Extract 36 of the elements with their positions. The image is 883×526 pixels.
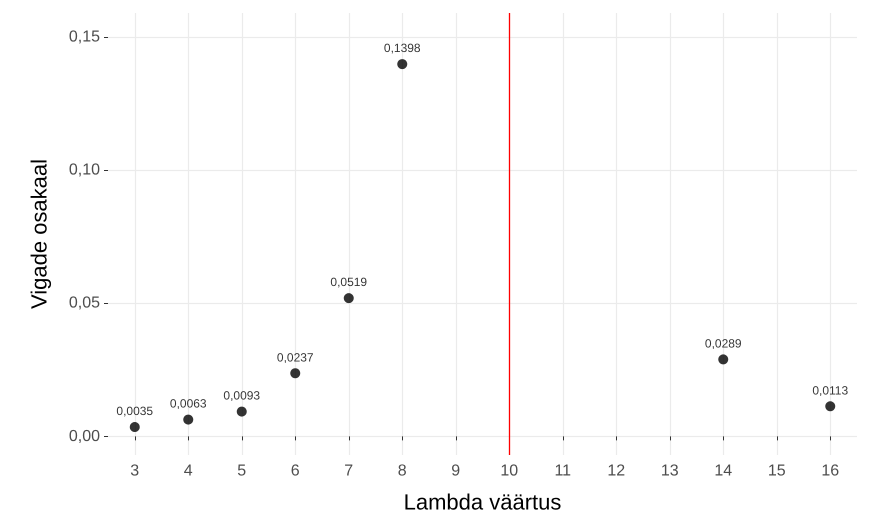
y-axis-title: Vigade osakaal bbox=[26, 158, 52, 310]
x-tick-label: 8 bbox=[398, 462, 407, 480]
point bbox=[236, 406, 247, 417]
x-tick-label: 9 bbox=[451, 462, 460, 480]
point bbox=[718, 354, 728, 364]
x-tick-label: 6 bbox=[290, 462, 300, 480]
point bbox=[290, 368, 300, 378]
data-label: 0,0519 bbox=[330, 275, 368, 290]
x-axis-title: Lambda väärtus bbox=[404, 490, 562, 514]
y-tick-label: 0,05 bbox=[68, 294, 100, 312]
x-tick-label: 3 bbox=[130, 462, 140, 480]
x-tick-label: 7 bbox=[344, 462, 354, 480]
point bbox=[825, 401, 836, 412]
data-label: 0,0237 bbox=[276, 350, 314, 364]
x-tick-label: 14 bbox=[714, 462, 732, 480]
data-label: 0,0113 bbox=[812, 383, 848, 398]
data-label: 0,0289 bbox=[704, 336, 742, 350]
y-tick-label: 0,15 bbox=[68, 28, 100, 46]
x-tick-label: 15 bbox=[768, 462, 786, 480]
x-tick-label: 12 bbox=[607, 462, 626, 480]
data-label: 0,0035 bbox=[116, 404, 154, 418]
x-tick-label: 4 bbox=[184, 462, 193, 480]
data-label: 0,0093 bbox=[223, 388, 260, 403]
y-tick-label: 0,10 bbox=[68, 162, 100, 179]
data-label: 0,0063 bbox=[170, 396, 207, 411]
x-tick-label: 16 bbox=[821, 462, 840, 480]
data-label: 0,1398 bbox=[384, 41, 421, 56]
point bbox=[397, 59, 408, 70]
x-tick-label: 11 bbox=[554, 462, 572, 480]
x-tick-label: 13 bbox=[660, 462, 679, 480]
point bbox=[344, 293, 354, 304]
point bbox=[130, 422, 140, 432]
x-tick-label: 10 bbox=[500, 462, 518, 480]
x-tick-label: 5 bbox=[237, 462, 246, 480]
y-tick-label: 0,00 bbox=[68, 428, 100, 445]
point bbox=[183, 414, 194, 425]
